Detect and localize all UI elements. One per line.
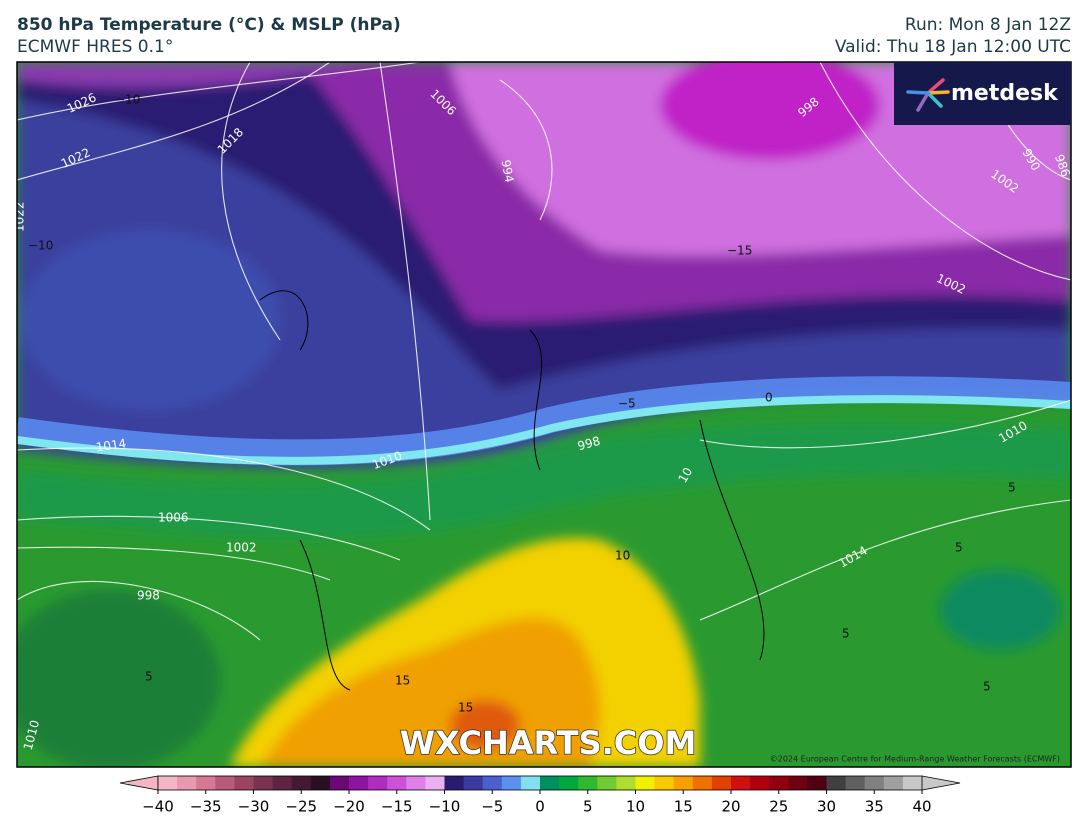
colorbar-segment (196, 776, 216, 790)
title: 850 hPa Temperature (°C) & MSLP (hPa) (17, 15, 401, 35)
colorbar-segment (158, 776, 178, 790)
contour-label: 998 (576, 434, 602, 453)
contour-label: 0 (765, 391, 773, 405)
contour-label: 15 (395, 674, 410, 688)
colorbar-tick-label: 10 (626, 798, 645, 816)
colorbar-segment (597, 776, 617, 790)
watermark: WXCHARTS.COM (400, 724, 697, 762)
contour-label: 994 (499, 159, 517, 184)
contour-label: 1022 (13, 201, 27, 232)
contour-label: −15 (727, 244, 752, 258)
colorbar-tick-label: −40 (142, 798, 174, 816)
colorbar-tick-label: 20 (721, 798, 740, 816)
colorbar-segment (864, 776, 885, 790)
colorbar-segment (788, 776, 808, 790)
colorbar-segment (902, 776, 923, 790)
colorbar-tick-label: −10 (429, 798, 461, 816)
colorbar-segment (807, 776, 827, 790)
contour-label: −5 (618, 397, 636, 411)
colorbar-end (119, 775, 159, 791)
colorbar-segment (616, 776, 636, 790)
colorbar-tick-label: 25 (769, 798, 788, 816)
colorbar-segment (635, 776, 655, 790)
colorbar-tick-label: 35 (865, 798, 884, 816)
colorbar-segment (711, 776, 732, 790)
colorbar-segment (673, 776, 694, 790)
colorbar-segment (234, 776, 254, 790)
colorbar-segment (845, 776, 866, 790)
colorbar-segment (501, 776, 522, 790)
map: 1026 −10 1022 1018 1006 994 998 1002 990… (13, 62, 1071, 767)
map-frame (16, 61, 1072, 768)
contour-label: 5 (955, 541, 963, 555)
colorbar-segment (329, 776, 350, 790)
colorbar-segment (272, 776, 293, 790)
contour-label: 10 (615, 549, 630, 563)
contour-label: −10 (115, 93, 140, 107)
colorbar-segment (769, 776, 789, 790)
run: Run: Mon 8 Jan 12Z (905, 15, 1071, 35)
contour-label: 5 (145, 670, 153, 684)
colorbar-segment (310, 776, 331, 790)
colorbar-segment (291, 776, 312, 790)
contour-label: 5 (1008, 481, 1016, 495)
colorbar-tick-label: 0 (535, 798, 545, 816)
logo-text: metdesk (951, 81, 1059, 106)
colorbar-segment (559, 776, 579, 790)
colorbar-segment (826, 776, 846, 790)
colorbar-tick-label: −30 (238, 798, 270, 816)
copyright: ©2024 European Centre for Medium-Range W… (770, 755, 1060, 764)
colorbar-tick-label: 40 (912, 798, 931, 816)
colorbar-tick-label: −25 (285, 798, 317, 816)
contour-label: 15 (458, 701, 473, 715)
colorbar-segment (692, 776, 713, 790)
valid: Valid: Thu 18 Jan 12:00 UTC (835, 37, 1071, 57)
colorbar-tick-label: 15 (674, 798, 693, 816)
contour-label: 1014 (95, 436, 127, 454)
colorbar-segment (750, 776, 770, 790)
colorbar-segment (406, 776, 426, 790)
colorbar-tick-label: 5 (583, 798, 593, 816)
colorbar-segment (349, 776, 369, 790)
colorbar-segment (463, 776, 484, 790)
colorbar-segment (578, 776, 598, 790)
logo: metdesk (894, 62, 1071, 125)
contour-label: 998 (137, 589, 160, 603)
colorbar-tick-label: −5 (481, 798, 503, 816)
colorbar-segment (177, 776, 197, 790)
contour-label: 10 (676, 465, 696, 485)
contour-label: 1006 (158, 511, 189, 525)
contour-label: 5 (842, 627, 850, 641)
colorbar-segment (253, 776, 273, 790)
colorbar-segment (215, 776, 235, 790)
colorbar-tick-label: 30 (817, 798, 836, 816)
contour-label: 5 (983, 680, 991, 694)
colorbar: −40 −35 −30 −25 −20 −15 −10 −5 0 5 10 15 20 25 30 35 40 (119, 775, 961, 816)
subtitle: ECMWF HRES 0.1° (17, 37, 173, 57)
colorbar-segment (444, 776, 464, 790)
colorbar-segment (387, 776, 407, 790)
colorbar-segment (654, 776, 675, 790)
contour-label: −10 (28, 239, 53, 253)
colorbar-tick-label: −15 (381, 798, 413, 816)
colorbar-segment (482, 776, 503, 790)
colorbar-tick-label: −35 (190, 798, 222, 816)
colorbar-segment (731, 776, 751, 790)
colorbar-segment (520, 776, 541, 790)
colorbar-segment (368, 776, 388, 790)
contour-label: 1002 (226, 541, 257, 555)
colorbar-segment (883, 776, 904, 790)
colorbar-segment (425, 776, 445, 790)
colorbar-segment (540, 776, 560, 790)
colorbar-end (921, 775, 961, 791)
colorbar-tick-label: −20 (333, 798, 365, 816)
